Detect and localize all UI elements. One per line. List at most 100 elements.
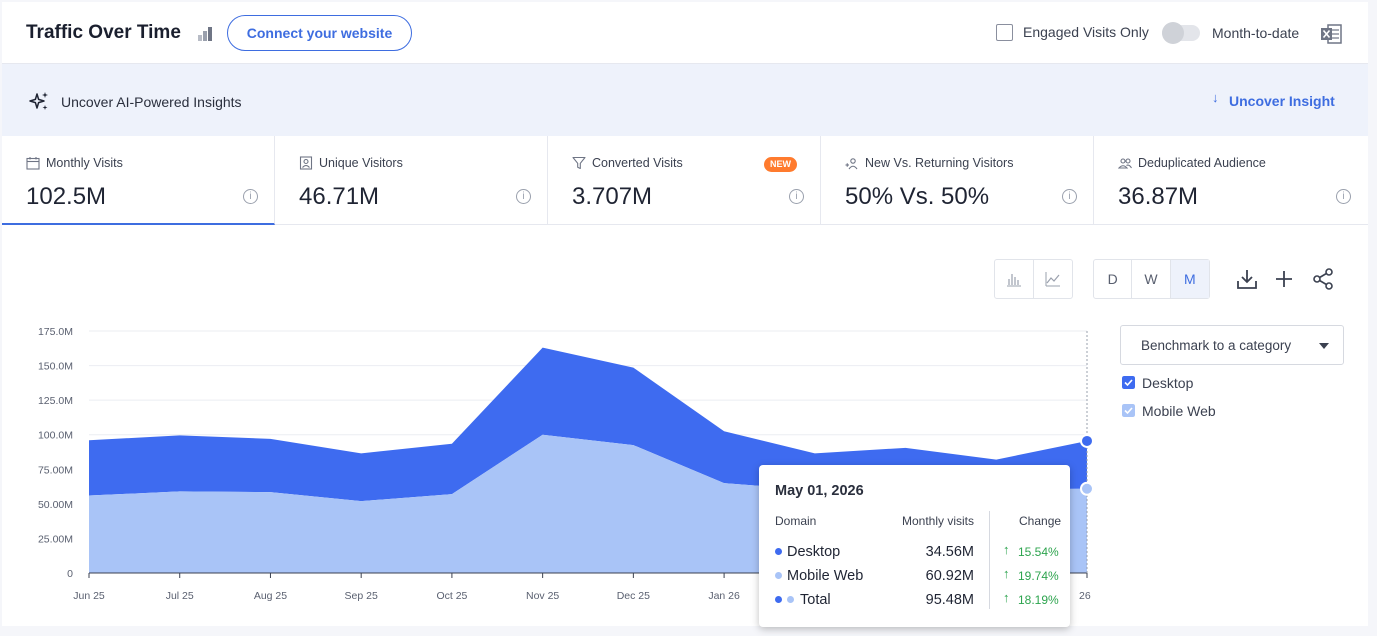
uncover-insight-label: Uncover Insight	[1229, 93, 1335, 109]
chart-tooltip: May 01, 2026 Domain Monthly visits Chang…	[759, 465, 1070, 627]
excel-export-icon[interactable]	[1319, 22, 1343, 46]
arrow-down-icon: ↓	[1212, 90, 1219, 105]
uncover-insight-button[interactable]: Uncover Insight	[1212, 93, 1335, 109]
add-icon[interactable]	[1272, 267, 1296, 291]
traffic-area-chart: 0 25.00M 50.00M 75.00M 100.0M 125.0M 150.0M 175…	[38, 326, 1094, 602]
x-tick-label: Nov 25	[526, 590, 559, 602]
tooltip-row-value: 34.56M	[925, 544, 974, 560]
metric-value: 46.71M	[299, 183, 380, 210]
person-icon	[299, 156, 313, 170]
download-icon[interactable]	[1235, 267, 1259, 291]
benchmark-dropdown[interactable]: Benchmark to a category	[1120, 325, 1344, 365]
ai-insights-label: Uncover AI-Powered Insights	[61, 94, 242, 110]
x-tick-label: Dec 25	[617, 590, 650, 602]
info-icon[interactable]: i	[1062, 189, 1077, 204]
info-icon[interactable]: i	[243, 189, 258, 204]
ai-insights-bar: Uncover AI-Powered Insights ↓ Uncover In…	[2, 64, 1368, 136]
traffic-over-time-card: Traffic Over Time Connect your website E…	[2, 2, 1368, 627]
tooltip-row-desktop: Desktop 34.56M ↑ 15.54%	[759, 542, 1070, 562]
tab-deduplicated-audience[interactable]: Deduplicated Audience 36.87M i	[1094, 136, 1367, 225]
chart-type-switch	[994, 259, 1073, 299]
tooltip-row-name: Total	[800, 592, 831, 608]
tooltip-col-change: Change	[1019, 514, 1062, 528]
granularity-switch: D W M	[1093, 259, 1210, 299]
card-title: Traffic Over Time	[26, 22, 181, 43]
line-chart-button[interactable]	[1034, 260, 1073, 298]
y-tick-label: 25.00M	[38, 533, 73, 545]
add-person-icon	[845, 158, 858, 170]
metric-value: 3.707M	[572, 183, 653, 210]
y-tick-label: 0	[67, 568, 73, 580]
metric-label: Converted Visits	[592, 156, 683, 170]
desktop-dot	[775, 548, 782, 555]
arrow-up-icon: ↑	[1003, 590, 1010, 605]
toggle-knob	[1162, 22, 1184, 44]
series-area-desktop[interactable]	[89, 347, 1087, 502]
arrow-up-icon: ↑	[1003, 542, 1010, 557]
tooltip-col-domain: Domain	[775, 514, 817, 528]
metric-value: 102.5M	[26, 183, 107, 210]
checkbox-checked-icon	[1122, 404, 1135, 417]
month-to-date-toggle[interactable]	[1162, 22, 1200, 44]
caret-down-icon	[1319, 343, 1329, 349]
tooltip-row-mobile-web: Mobile Web 60.92M ↑ 19.74%	[759, 566, 1070, 586]
tooltip-row-change: 19.74%	[1018, 569, 1059, 583]
x-tick-label: Aug 25	[254, 590, 287, 602]
tab-new-vs-returning[interactable]: New Vs. Returning Visitors 50% Vs. 50% i	[821, 136, 1094, 225]
metric-value: 50% Vs. 50%	[845, 183, 990, 210]
desktop-dot	[775, 596, 782, 603]
granularity-month[interactable]: M	[1170, 260, 1210, 298]
new-badge: NEW	[764, 157, 797, 172]
tooltip-row-value: 95.48M	[925, 592, 974, 608]
tab-monthly-visits[interactable]: Monthly Visits 102.5M i	[2, 136, 275, 225]
engaged-visits-label: Engaged Visits Only	[1023, 24, 1149, 40]
checkbox-checked-icon	[1122, 376, 1135, 389]
metrics-tabs: Monthly Visits 102.5M i Unique Visitors …	[2, 136, 1368, 225]
y-tick-label: 75.00M	[38, 464, 73, 476]
share-icon[interactable]	[1311, 267, 1335, 291]
x-tick-label: Jul 25	[166, 590, 194, 602]
x-tick-label: Oct 25	[436, 590, 467, 602]
bar-chart-icon	[1006, 274, 1021, 287]
x-tick-label: 26	[1079, 590, 1091, 602]
hover-point-desktop	[1080, 433, 1094, 448]
info-icon[interactable]: i	[516, 189, 531, 204]
tooltip-row-total: Total 95.48M ↑ 18.19%	[759, 590, 1070, 610]
hover-point-mobile-web	[1080, 481, 1094, 496]
bar-chart-button[interactable]	[995, 260, 1034, 298]
line-chart-icon	[1045, 272, 1060, 287]
info-icon[interactable]: i	[789, 189, 804, 204]
y-tick-label: 150.0M	[38, 361, 73, 373]
tooltip-row-value: 60.92M	[925, 568, 974, 584]
y-tick-label: 50.00M	[38, 499, 73, 511]
card-header: Traffic Over Time Connect your website E…	[2, 2, 1368, 64]
y-tick-label: 125.0M	[38, 395, 73, 407]
tooltip-divider	[989, 511, 990, 609]
people-icon	[1118, 158, 1132, 169]
metric-value: 36.87M	[1118, 183, 1199, 210]
metric-label: Unique Visitors	[319, 156, 403, 170]
mobile-web-dot	[787, 596, 794, 603]
x-tick-label: Jan 26	[708, 590, 740, 602]
connect-website-button[interactable]: Connect your website	[227, 15, 412, 51]
metric-label: Deduplicated Audience	[1138, 156, 1266, 170]
benchmark-label: Benchmark to a category	[1141, 338, 1292, 353]
legend-label: Desktop	[1142, 375, 1194, 391]
tooltip-row-name: Desktop	[787, 544, 841, 560]
tooltip-row-name: Mobile Web	[787, 568, 864, 584]
tab-converted-visits[interactable]: Converted Visits NEW 3.707M i	[548, 136, 821, 225]
tooltip-row-change: 18.19%	[1018, 593, 1059, 607]
metric-label: New Vs. Returning Visitors	[865, 156, 1014, 170]
engaged-visits-checkbox[interactable]	[996, 24, 1013, 41]
granularity-week[interactable]: W	[1132, 260, 1171, 298]
granularity-day[interactable]: D	[1094, 260, 1133, 298]
info-icon[interactable]: i	[1336, 189, 1351, 204]
funnel-icon	[572, 156, 586, 170]
y-tick-label: 175.0M	[38, 326, 73, 338]
y-tick-label: 100.0M	[38, 430, 73, 442]
tooltip-row-change: 15.54%	[1018, 545, 1059, 559]
mobile-web-dot	[775, 572, 782, 579]
sparkle-icon	[29, 92, 48, 110]
tab-unique-visitors[interactable]: Unique Visitors 46.71M i	[275, 136, 548, 225]
tooltip-date: May 01, 2026	[775, 483, 864, 499]
